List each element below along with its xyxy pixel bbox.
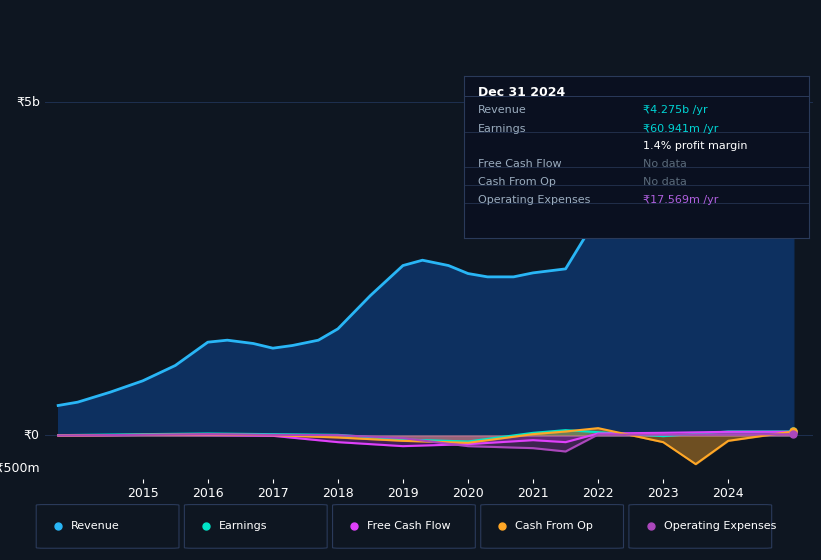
Text: Operating Expenses: Operating Expenses: [478, 195, 590, 205]
Text: Free Cash Flow: Free Cash Flow: [478, 159, 562, 169]
Text: Free Cash Flow: Free Cash Flow: [367, 521, 451, 531]
Text: Earnings: Earnings: [219, 521, 268, 531]
Text: ₹60.941m /yr: ₹60.941m /yr: [643, 124, 718, 134]
Text: 1.4% profit margin: 1.4% profit margin: [643, 141, 748, 151]
Text: ₹0: ₹0: [24, 429, 39, 442]
Text: No data: No data: [643, 177, 687, 187]
Text: Revenue: Revenue: [71, 521, 120, 531]
Text: Earnings: Earnings: [478, 124, 526, 134]
Text: No data: No data: [643, 159, 687, 169]
Text: -₹500m: -₹500m: [0, 463, 39, 475]
Text: ₹4.275b /yr: ₹4.275b /yr: [643, 105, 708, 115]
Text: ₹5b: ₹5b: [16, 96, 39, 109]
Text: Revenue: Revenue: [478, 105, 526, 115]
Text: Dec 31 2024: Dec 31 2024: [478, 86, 565, 99]
Text: Operating Expenses: Operating Expenses: [663, 521, 776, 531]
Text: Cash From Op: Cash From Op: [478, 177, 556, 187]
Text: Cash From Op: Cash From Op: [516, 521, 594, 531]
Text: ₹17.569m /yr: ₹17.569m /yr: [643, 195, 718, 205]
